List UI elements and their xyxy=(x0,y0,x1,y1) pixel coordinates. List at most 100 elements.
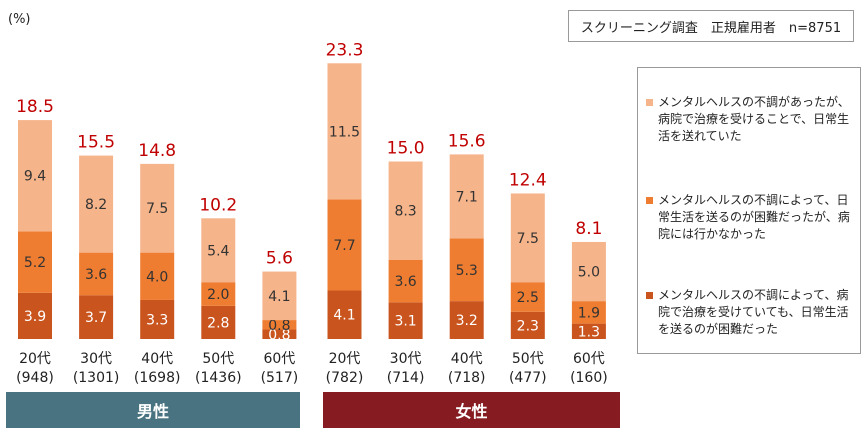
bar-segment-treated xyxy=(449,154,484,239)
total-label: 23.3 xyxy=(326,40,364,60)
data-label-untreated: 5.2 xyxy=(24,255,46,271)
data-label-untreated: 5.3 xyxy=(456,263,478,279)
bar-segment-difficult xyxy=(18,292,52,339)
x-tick-label: 50代 xyxy=(512,351,544,367)
bar-segment-difficult xyxy=(140,299,175,339)
bar-segment-untreated xyxy=(510,282,545,312)
data-label-untreated: 3.6 xyxy=(394,274,416,290)
bar-segment-difficult xyxy=(571,323,606,339)
data-label-difficult: 3.9 xyxy=(24,309,46,325)
data-label-treated: 5.0 xyxy=(578,265,600,281)
data-label-treated: 7.5 xyxy=(146,201,168,217)
data-label-untreated: 3.6 xyxy=(85,267,107,283)
legend-item-difficult: メンタルヘルスの不調によって、病院で治療を受けていても、日常生活を送るのが困難だ… xyxy=(646,287,856,338)
data-label-treated: 7.1 xyxy=(456,189,478,205)
data-label-untreated: 4.0 xyxy=(146,269,168,285)
data-label-difficult: 3.3 xyxy=(146,312,168,328)
bar-segment-treated xyxy=(327,63,362,200)
bar-segment-difficult xyxy=(262,329,297,339)
bar-segment-untreated xyxy=(262,320,297,330)
total-label: 12.4 xyxy=(509,170,547,190)
total-label: 14.8 xyxy=(138,141,176,161)
legend-label-treated: メンタルヘルスの不調があったが、病院で治療を受けることで、日常生活を送れていた xyxy=(658,95,850,143)
data-label-difficult: 2.3 xyxy=(517,318,539,334)
survey-note: スクリーニング調査 正規雇用者 n=8751 xyxy=(568,10,854,42)
bar-segment-treated xyxy=(510,193,545,283)
bar-segment-treated xyxy=(262,271,297,321)
x-sample-size: (160) xyxy=(570,370,608,386)
x-tick-label: 30代 xyxy=(80,351,112,367)
bar-segment-untreated xyxy=(449,238,484,302)
x-tick-label: 60代 xyxy=(573,351,605,367)
legend-swatch-difficult xyxy=(646,292,653,299)
x-tick-label: 20代 xyxy=(329,351,361,367)
bar-segment-treated xyxy=(18,120,52,232)
data-label-treated: 7.5 xyxy=(517,231,539,247)
data-label-untreated: 2.5 xyxy=(517,290,539,306)
data-label-difficult: 3.7 xyxy=(85,310,107,326)
bar-segment-treated xyxy=(140,163,175,253)
bar-segment-difficult xyxy=(388,302,423,339)
bar-segment-untreated xyxy=(79,252,114,296)
x-tick-label: 20代 xyxy=(19,351,51,367)
legend: メンタルヘルスの不調があったが、病院で治療を受けることで、日常生活を送れていた … xyxy=(637,67,861,354)
data-label-difficult: 4.1 xyxy=(333,308,355,324)
data-label-difficult: 0.8 xyxy=(268,327,290,343)
data-label-untreated: 0.8 xyxy=(268,318,290,334)
unit-label: (%) xyxy=(8,12,31,27)
total-label: 18.5 xyxy=(16,97,54,117)
legend-item-treated: メンタルヘルスの不調があったが、病院で治療を受けることで、日常生活を送れていた xyxy=(646,94,856,145)
x-sample-size: (1301) xyxy=(73,370,120,386)
bar-segment-untreated xyxy=(571,301,606,324)
data-label-treated: 11.5 xyxy=(329,124,360,140)
bar-segment-difficult xyxy=(327,290,362,339)
total-label: 15.0 xyxy=(387,139,425,159)
bar-segment-untreated xyxy=(327,199,362,291)
legend-label-untreated: メンタルヘルスの不調によって、日常生活を送るのが困難だったが、病院には行かなかっ… xyxy=(658,193,850,241)
data-label-difficult: 1.3 xyxy=(578,324,600,340)
bar-segment-difficult xyxy=(449,301,484,339)
x-sample-size: (714) xyxy=(387,370,425,386)
bar-segment-treated xyxy=(201,218,236,283)
group-band-female: 女性 xyxy=(323,392,620,428)
group-band-male: 男性 xyxy=(6,392,300,428)
data-label-treated: 4.1 xyxy=(268,289,290,305)
bar-segment-untreated xyxy=(388,259,423,303)
bar-segment-treated xyxy=(79,155,114,253)
total-label: 10.2 xyxy=(199,195,237,215)
legend-swatch-treated xyxy=(646,99,653,106)
bar-segment-treated xyxy=(571,241,606,302)
x-sample-size: (1698) xyxy=(134,370,181,386)
total-label: 15.5 xyxy=(77,133,115,153)
bar-segment-untreated xyxy=(18,231,52,293)
legend-swatch-untreated xyxy=(646,197,653,204)
x-sample-size: (782) xyxy=(326,370,364,386)
x-tick-label: 40代 xyxy=(451,351,483,367)
data-label-difficult: 3.1 xyxy=(394,314,416,330)
data-label-untreated: 7.7 xyxy=(333,238,355,254)
x-sample-size: (948) xyxy=(16,370,54,386)
data-label-treated: 5.4 xyxy=(207,243,229,259)
bar-segment-untreated xyxy=(201,282,236,306)
x-tick-label: 40代 xyxy=(141,351,173,367)
data-label-treated: 8.2 xyxy=(85,197,107,213)
data-label-difficult: 3.2 xyxy=(456,313,478,329)
x-tick-label: 50代 xyxy=(202,351,234,367)
legend-label-difficult: メンタルヘルスの不調によって、病院で治療を受けていても、日常生活を送るのが困難だ… xyxy=(658,288,849,336)
total-label: 8.1 xyxy=(575,219,602,239)
total-label: 5.6 xyxy=(266,249,293,269)
bar-segment-untreated xyxy=(140,252,175,300)
bar-segment-difficult xyxy=(79,295,114,339)
bar-segment-difficult xyxy=(510,311,545,339)
bar-segment-difficult xyxy=(201,305,236,339)
legend-item-untreated: メンタルヘルスの不調によって、日常生活を送るのが困難だったが、病院には行かなかっ… xyxy=(646,192,856,243)
total-label: 15.6 xyxy=(448,131,486,151)
x-tick-label: 30代 xyxy=(390,351,422,367)
x-sample-size: (477) xyxy=(509,370,547,386)
x-sample-size: (517) xyxy=(261,370,299,386)
x-sample-size: (1436) xyxy=(195,370,242,386)
data-label-treated: 9.4 xyxy=(24,169,46,185)
data-label-difficult: 2.8 xyxy=(207,315,229,331)
